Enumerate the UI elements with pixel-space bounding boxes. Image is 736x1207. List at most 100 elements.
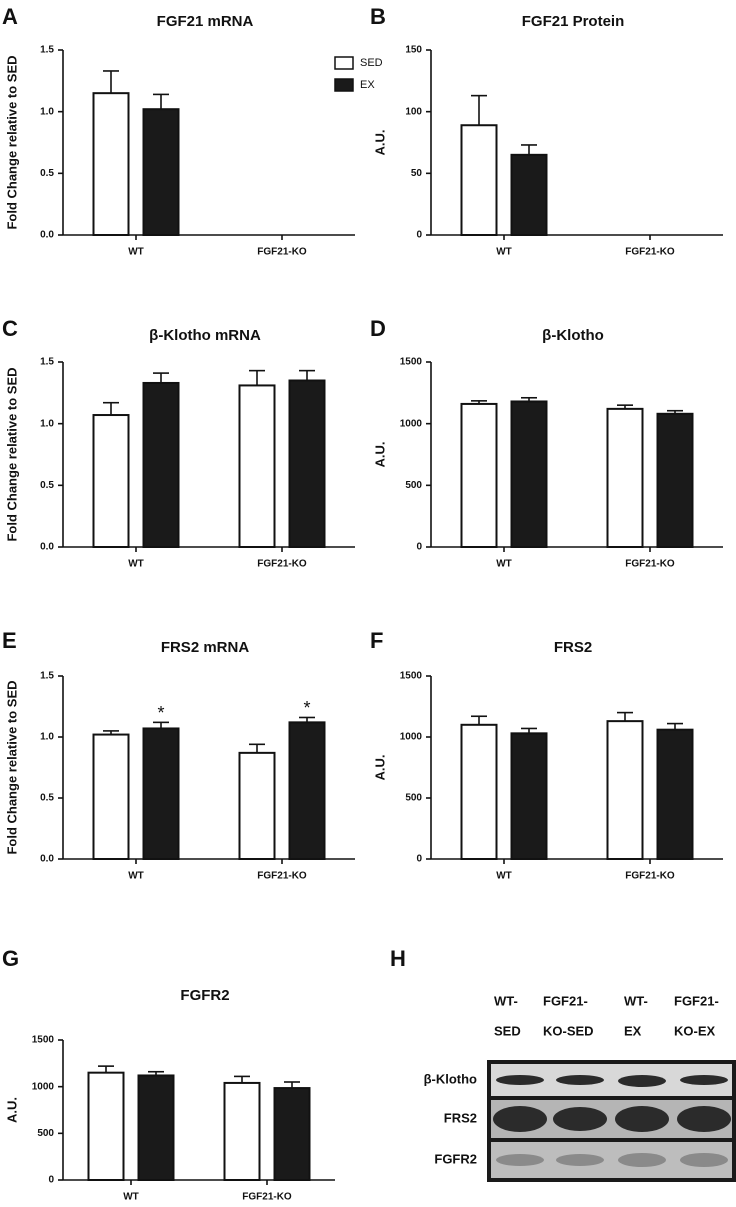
y-tick-label: 0: [48, 1175, 54, 1186]
panel-letter: C: [2, 316, 18, 341]
bar: [510, 732, 548, 861]
lane-label: EX: [624, 1023, 642, 1038]
y-axis-label: A.U.: [372, 130, 387, 156]
y-tick-label: 0.5: [40, 793, 54, 804]
bar: [510, 153, 548, 236]
y-axis-label: A.U.: [372, 755, 387, 781]
y-tick-label: 1000: [400, 732, 423, 743]
y-tick-label: 0: [416, 230, 422, 241]
lane-label: FGF21-: [543, 993, 588, 1008]
x-tick-label: FGF21-KO: [625, 247, 675, 258]
bar: [460, 402, 498, 548]
x-tick-label: FGF21-KO: [257, 871, 307, 882]
bar: [460, 723, 498, 860]
panel-letter: H: [390, 946, 406, 971]
y-tick-label: 150: [405, 45, 422, 56]
panel-letter: E: [2, 628, 17, 653]
y-tick-label: 1000: [32, 1081, 55, 1092]
bar: [87, 1071, 125, 1181]
panel-letter: A: [2, 4, 18, 29]
blot-bands: [493, 1075, 731, 1132]
x-tick-label: WT: [128, 559, 144, 570]
lane-label: WT-: [494, 993, 518, 1008]
y-tick-label: 0.5: [40, 480, 54, 491]
bar: [606, 720, 644, 861]
y-tick-label: 0.0: [40, 542, 54, 553]
x-tick-label: FGF21-KO: [257, 559, 307, 570]
bar: [656, 412, 694, 548]
bar: [92, 414, 130, 548]
x-tick-label: WT: [496, 559, 512, 570]
chart-title: FGF21 Protein: [522, 13, 625, 30]
x-tick-label: FGF21-KO: [625, 871, 675, 882]
y-tick-label: 1.5: [40, 671, 54, 682]
legend-label: SED: [360, 57, 383, 69]
bar: [142, 381, 180, 549]
y-tick-label: 1.5: [40, 45, 54, 56]
x-tick-label: WT: [496, 871, 512, 882]
bar: [656, 728, 694, 860]
row-label: FGFR2: [434, 1151, 477, 1166]
x-tick-label: FGF21-KO: [257, 247, 307, 258]
bar: [92, 733, 130, 860]
bar: [238, 384, 276, 548]
y-tick-label: 0.0: [40, 854, 54, 865]
significance-marker: *: [303, 698, 310, 718]
bar: [137, 1074, 175, 1182]
legend-swatch: [334, 78, 354, 92]
y-axis-label: Fold Change relative to SED: [4, 680, 19, 854]
y-tick-label: 0.0: [40, 230, 54, 241]
y-tick-label: 1500: [400, 357, 423, 368]
y-tick-label: 100: [405, 106, 422, 117]
y-tick-label: 500: [405, 480, 422, 491]
lane-label: KO-EX: [674, 1023, 716, 1038]
y-tick-label: 1.0: [40, 418, 54, 429]
chart-title: β-Klotho mRNA: [149, 327, 261, 344]
x-tick-label: FGF21-KO: [625, 559, 675, 570]
y-axis-label: Fold Change relative to SED: [4, 55, 19, 229]
chart-title: FRS2: [554, 639, 592, 656]
y-tick-label: 1000: [400, 418, 423, 429]
chart-title: FGF21 mRNA: [157, 13, 254, 30]
lane-label: SED: [494, 1023, 521, 1038]
y-tick-label: 1.0: [40, 106, 54, 117]
x-tick-label: WT: [128, 871, 144, 882]
bar: [460, 124, 498, 236]
x-tick-label: WT: [123, 1192, 139, 1203]
panel-letter: D: [370, 316, 386, 341]
row-label: FRS2: [444, 1110, 477, 1125]
x-tick-label: WT: [128, 247, 144, 258]
blot-bands: [496, 1153, 728, 1167]
lane-label: KO-SED: [543, 1023, 594, 1038]
bar: [288, 379, 326, 548]
y-tick-label: 0: [416, 542, 422, 553]
y-axis-label: A.U.: [4, 1097, 19, 1123]
bar: [273, 1087, 311, 1181]
panel-letter: B: [370, 4, 386, 29]
y-tick-label: 500: [405, 793, 422, 804]
y-tick-label: 0: [416, 854, 422, 865]
bar: [92, 92, 130, 236]
y-tick-label: 500: [37, 1128, 54, 1139]
legend-swatch: [334, 56, 354, 70]
y-tick-label: 1500: [32, 1035, 55, 1046]
row-label: β-Klotho: [424, 1071, 477, 1086]
bar: [606, 407, 644, 548]
y-tick-label: 1.0: [40, 732, 54, 743]
chart-title: FGFR2: [180, 987, 229, 1004]
y-tick-label: 0.5: [40, 168, 54, 179]
bar: [142, 108, 180, 236]
panel-letter: F: [370, 628, 383, 653]
y-tick-label: 1.5: [40, 357, 54, 368]
lane-label: FGF21-: [674, 993, 719, 1008]
chart-title: β-Klotho: [542, 327, 604, 344]
bar: [223, 1081, 261, 1182]
bar: [510, 400, 548, 549]
x-tick-label: WT: [496, 247, 512, 258]
y-axis-label: A.U.: [372, 442, 387, 468]
bar: [142, 727, 180, 861]
x-tick-label: FGF21-KO: [242, 1192, 292, 1203]
chart-title: FRS2 mRNA: [161, 639, 250, 656]
